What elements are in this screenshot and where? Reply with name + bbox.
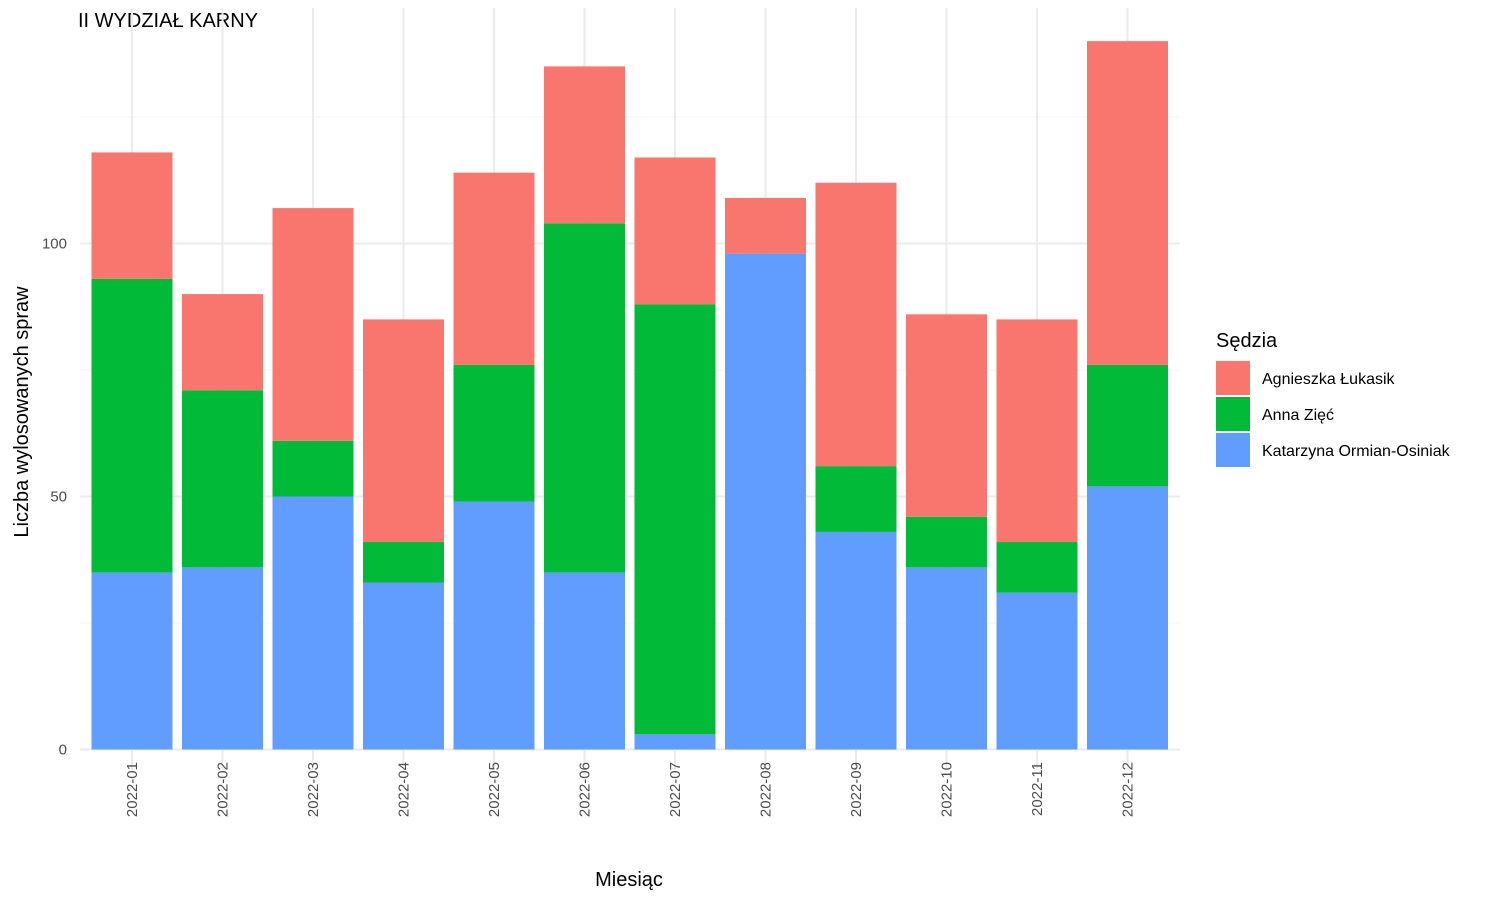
bar-segment bbox=[453, 172, 535, 365]
bar-segment bbox=[996, 542, 1078, 593]
bar-segment bbox=[906, 314, 987, 517]
x-tick-label: 2022-05 bbox=[486, 762, 503, 817]
bar-segment bbox=[453, 364, 535, 502]
bar-segment bbox=[363, 582, 444, 750]
bar-segment bbox=[1087, 41, 1168, 365]
y-axis-ticks: 0 50 100 bbox=[42, 236, 67, 759]
bar-segment bbox=[815, 531, 897, 750]
x-tick-label: 2022-09 bbox=[848, 762, 865, 817]
bar-segment bbox=[453, 501, 535, 750]
x-axis-ticks: 2022-01 2022-02 2022-03 2022-04 2022-05 2022-… bbox=[124, 762, 1137, 817]
bar-segment bbox=[996, 319, 1078, 543]
bar-segment bbox=[1087, 486, 1168, 750]
bar-segment bbox=[363, 319, 444, 543]
bar-segment bbox=[725, 253, 806, 750]
bar-segment bbox=[272, 440, 354, 497]
y-tick-label: 50 bbox=[50, 489, 67, 506]
legend-label: Anna Zięć bbox=[1262, 407, 1334, 424]
legend-swatch bbox=[1216, 433, 1250, 467]
bar-segment bbox=[272, 208, 354, 441]
x-tick-label: 2022-03 bbox=[305, 762, 322, 817]
bar-segment bbox=[634, 734, 716, 750]
legend-label: Agnieszka Łukasik bbox=[1262, 371, 1396, 388]
x-tick-label: 2022-11 bbox=[1029, 762, 1046, 816]
x-tick-label: 2022-04 bbox=[396, 762, 413, 817]
bars bbox=[91, 41, 1168, 750]
x-tick-label: 2022-12 bbox=[1120, 762, 1137, 817]
bar-segment bbox=[815, 466, 897, 532]
bar-segment bbox=[91, 152, 173, 279]
y-tick-label: 0 bbox=[59, 742, 67, 759]
bar-segment bbox=[725, 197, 806, 254]
y-axis-title: Liczba wylosowanych spraw bbox=[11, 286, 33, 538]
legend-swatch bbox=[1216, 361, 1250, 395]
x-tick-label: 2022-01 bbox=[124, 762, 141, 817]
bar-segment bbox=[182, 390, 263, 568]
legend-label: Katarzyna Ormian-Osiniak bbox=[1262, 443, 1451, 460]
bar-segment bbox=[996, 592, 1078, 750]
bar-segment bbox=[363, 542, 444, 583]
chart-title: II WYDZIAŁ KARNY bbox=[78, 10, 258, 32]
bar-segment bbox=[91, 278, 173, 573]
x-tick-label: 2022-10 bbox=[939, 762, 956, 817]
bar-segment bbox=[906, 567, 987, 750]
legend-swatch bbox=[1216, 397, 1250, 431]
x-axis-title: Miesiąc bbox=[595, 869, 663, 891]
bar-segment bbox=[634, 304, 716, 735]
bar-segment bbox=[634, 157, 716, 305]
bar-segment bbox=[182, 567, 263, 750]
x-tick-label: 2022-08 bbox=[758, 762, 775, 817]
bar-segment bbox=[815, 182, 897, 467]
bar-segment bbox=[544, 572, 625, 750]
bar-segment bbox=[906, 516, 987, 568]
x-tick-label: 2022-07 bbox=[667, 762, 684, 817]
legend-title: Sędzia bbox=[1216, 330, 1278, 352]
bar-segment bbox=[544, 223, 625, 573]
bar-segment bbox=[91, 572, 173, 750]
bar-segment bbox=[182, 294, 263, 391]
bar-segment bbox=[272, 496, 354, 750]
bar-segment bbox=[1087, 364, 1168, 487]
x-tick-label: 2022-06 bbox=[577, 762, 594, 817]
legend: Sędzia Agnieszka Łukasik Anna Zięć Katarzy… bbox=[1216, 330, 1451, 467]
bar-segment bbox=[544, 66, 625, 224]
y-tick-label: 100 bbox=[42, 236, 67, 253]
x-tick-label: 2022-02 bbox=[215, 762, 232, 817]
